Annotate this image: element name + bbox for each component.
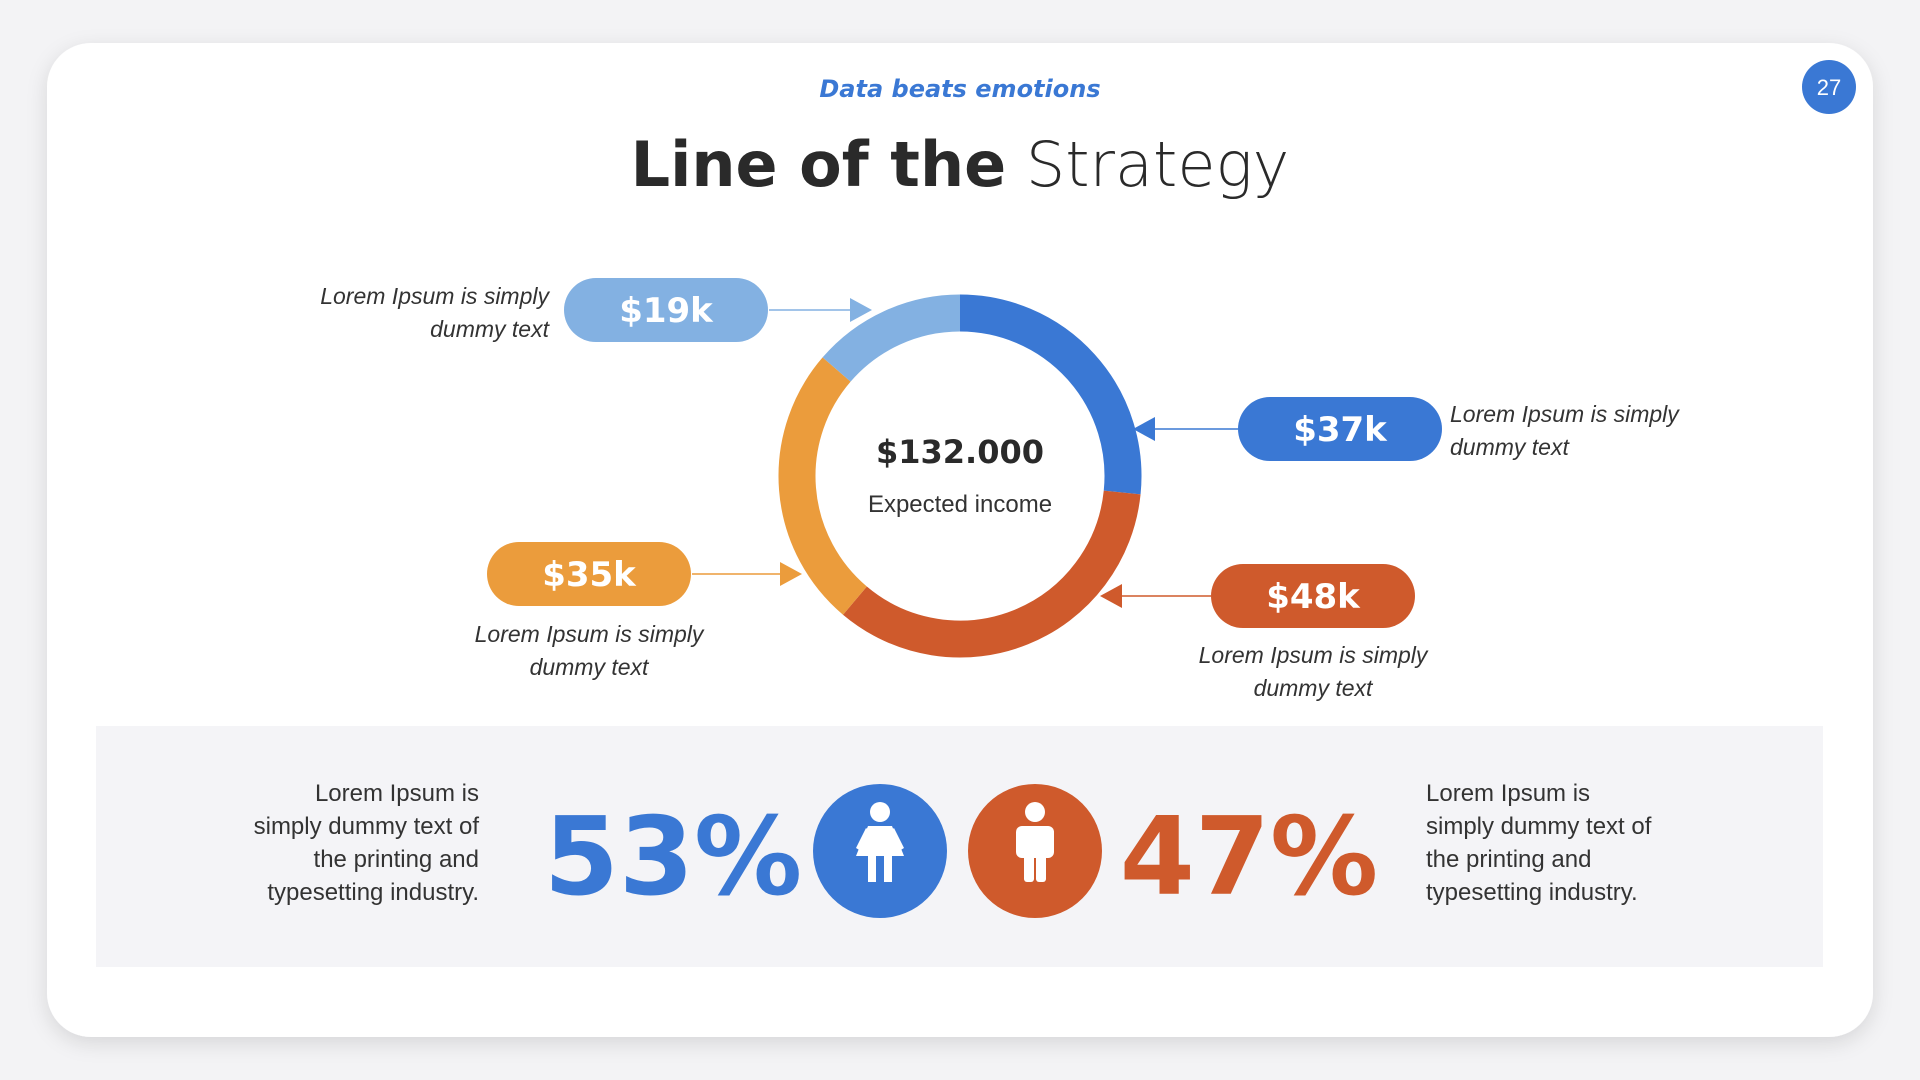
male-percent: 47% (1120, 795, 1379, 920)
stats-band (96, 726, 1823, 967)
caption-line: Lorem Ipsum is simply (320, 283, 550, 309)
callout-arrow (850, 298, 872, 322)
female-percent: 53% (544, 795, 803, 920)
text-line: typesetting industry. (267, 879, 479, 906)
caption-line: Lorem Ipsum is simply (1199, 642, 1429, 668)
value-pill (564, 278, 768, 342)
value-label: $19k (619, 291, 714, 331)
caption-line: Lorem Ipsum is simply (475, 621, 705, 647)
page-number: 27 (1817, 75, 1841, 100)
donut-segment (822, 294, 961, 382)
value-label: $37k (1293, 410, 1388, 450)
caption-line: Lorem Ipsum is simply (1450, 401, 1680, 427)
text-line: simply dummy text of (254, 813, 480, 840)
text-line: Lorem Ipsum is (1426, 780, 1590, 807)
title: Line of the Strategy (631, 128, 1290, 201)
title-light: Strategy (1026, 128, 1290, 201)
male-icon (1016, 802, 1054, 882)
callout-arrow (1100, 584, 1122, 608)
text-line: Lorem Ipsum is (315, 780, 479, 807)
caption-line: dummy text (1254, 675, 1374, 701)
female-text: Lorem Ipsum is simply dummy text of the … (254, 780, 480, 906)
subtitle: Data beats emotions (819, 75, 1100, 103)
center-value: $132.000 (876, 433, 1044, 471)
callout-arrow (780, 562, 802, 586)
value-pill (1211, 564, 1415, 628)
text-line: typesetting industry. (1426, 879, 1638, 906)
male-text: Lorem Ipsum is simply dummy text of the … (1426, 780, 1652, 906)
center-label: Expected income (868, 491, 1052, 518)
page-badge (1802, 60, 1856, 114)
value-label: $35k (542, 555, 637, 595)
value-pill (1238, 397, 1442, 461)
value-label: $48k (1266, 577, 1361, 617)
donut-segment (778, 357, 868, 615)
value-pill (487, 542, 691, 606)
text-line: the printing and (1426, 846, 1591, 873)
callout-arrow (1133, 417, 1155, 441)
caption-line: dummy text (530, 654, 650, 680)
caption-line: dummy text (430, 316, 550, 342)
title-bold: Line of the (631, 128, 1007, 201)
text-line: simply dummy text of (1426, 813, 1652, 840)
caption-line: dummy text (1450, 434, 1570, 460)
donut-segment (959, 294, 1142, 495)
donut-segment (842, 490, 1141, 658)
female-icon (856, 802, 904, 882)
text-line: the printing and (314, 846, 479, 873)
